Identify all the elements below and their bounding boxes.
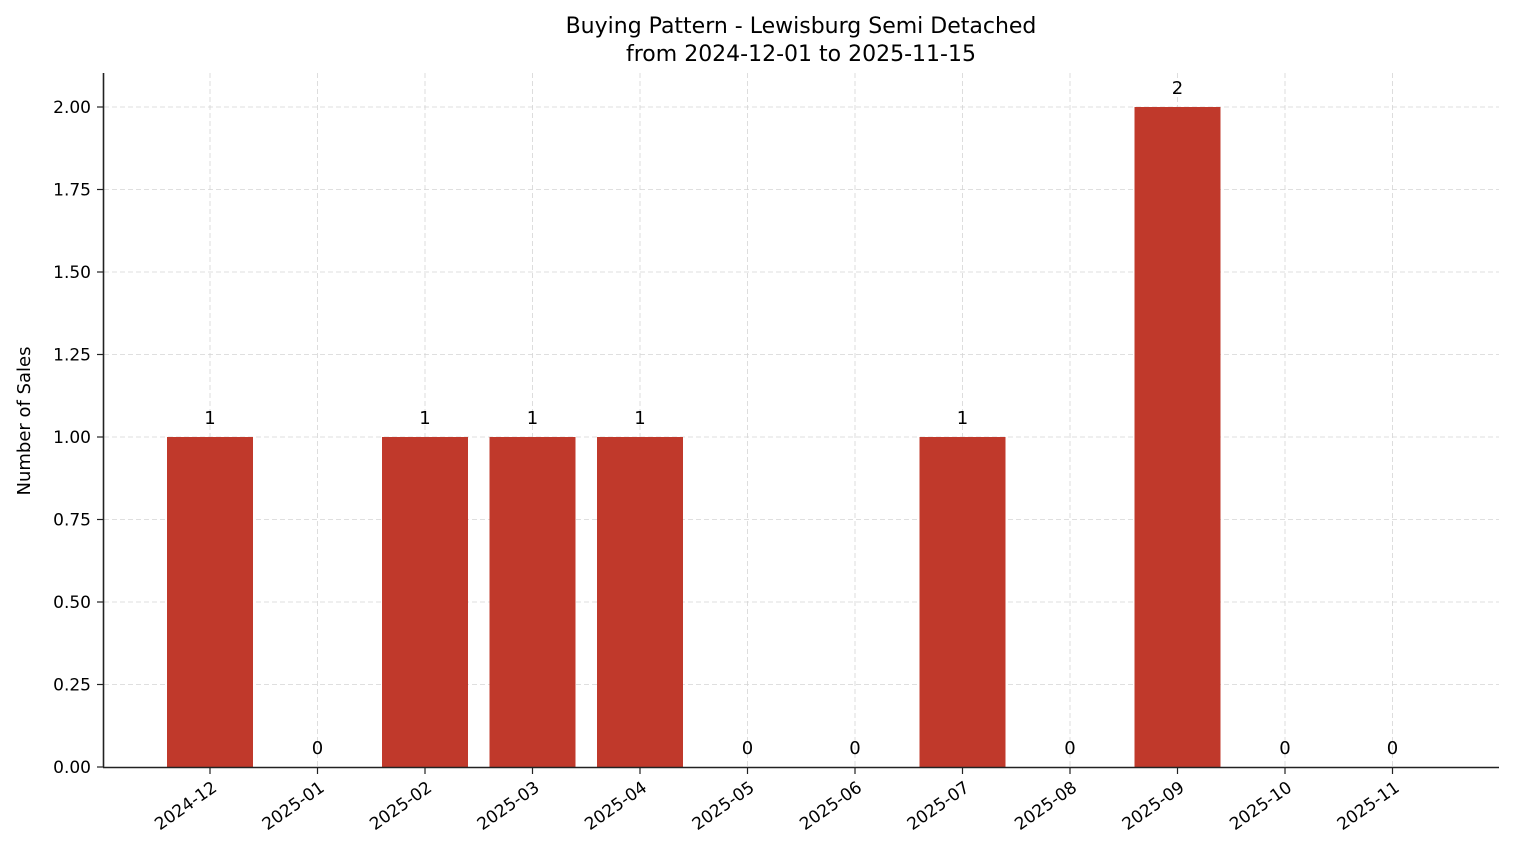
x-tick-label: 2025-11 — [1334, 778, 1404, 835]
y-tick-label: 0.75 — [53, 511, 91, 531]
y-tick-label: 0.00 — [53, 758, 91, 778]
x-tick-label: 2025-09 — [1119, 778, 1189, 835]
chart-title: Buying Pattern - Lewisburg Semi Detached — [566, 14, 1037, 39]
bar — [382, 437, 468, 767]
y-tick-label: 0.50 — [53, 593, 91, 613]
bar — [597, 437, 683, 767]
y-tick-label: 0.25 — [53, 676, 91, 696]
x-tick-label: 2025-05 — [689, 778, 759, 835]
x-tick-label: 2025-07 — [904, 778, 974, 835]
y-ticks: 0.00 0.25 0.50 0.75 1.00 1.25 1.50 1.75 2.00 — [53, 98, 103, 778]
x-tick-label: 2025-06 — [796, 778, 866, 835]
bars — [167, 107, 1221, 767]
data-label: 0 — [1279, 738, 1290, 759]
data-label: 0 — [849, 738, 860, 759]
bar — [167, 437, 253, 767]
x-tick-label: 2025-10 — [1226, 778, 1296, 835]
data-label: 1 — [634, 408, 645, 429]
x-tick-label: 2025-02 — [366, 778, 436, 835]
x-ticks: 2024-12 2025-01 2025-02 2025-03 2025-04 2025-… — [151, 768, 1403, 835]
y-tick-label: 1.50 — [53, 263, 91, 283]
data-label: 1 — [419, 408, 430, 429]
data-label: 0 — [742, 738, 753, 759]
x-tick-label: 2025-08 — [1011, 778, 1081, 835]
bar — [919, 437, 1006, 767]
data-label: 0 — [1387, 738, 1398, 759]
data-label: 2 — [1172, 78, 1183, 99]
data-label: 1 — [527, 408, 538, 429]
grid-lines — [104, 73, 1499, 767]
y-axis-label: Number of Sales — [14, 346, 35, 495]
y-tick-label: 1.25 — [53, 346, 91, 366]
bar — [1134, 107, 1221, 767]
y-tick-label: 1.00 — [53, 428, 91, 448]
x-tick-label: 2025-04 — [581, 778, 651, 835]
x-tick-label: 2025-03 — [474, 778, 544, 835]
chart-subtitle: from 2024-12-01 to 2025-11-15 — [626, 42, 976, 67]
x-tick-label: 2025-01 — [259, 778, 329, 835]
x-tick-label: 2024-12 — [151, 778, 221, 835]
axes — [102, 73, 1499, 769]
bar — [489, 437, 576, 767]
data-labels: 1 0 1 1 1 0 0 1 0 2 0 0 — [204, 78, 1398, 759]
data-label: 1 — [204, 408, 215, 429]
data-label: 0 — [1064, 738, 1075, 759]
data-label: 0 — [312, 738, 323, 759]
data-label: 1 — [957, 408, 968, 429]
y-tick-label: 1.75 — [53, 181, 91, 201]
y-tick-label: 2.00 — [53, 98, 91, 118]
